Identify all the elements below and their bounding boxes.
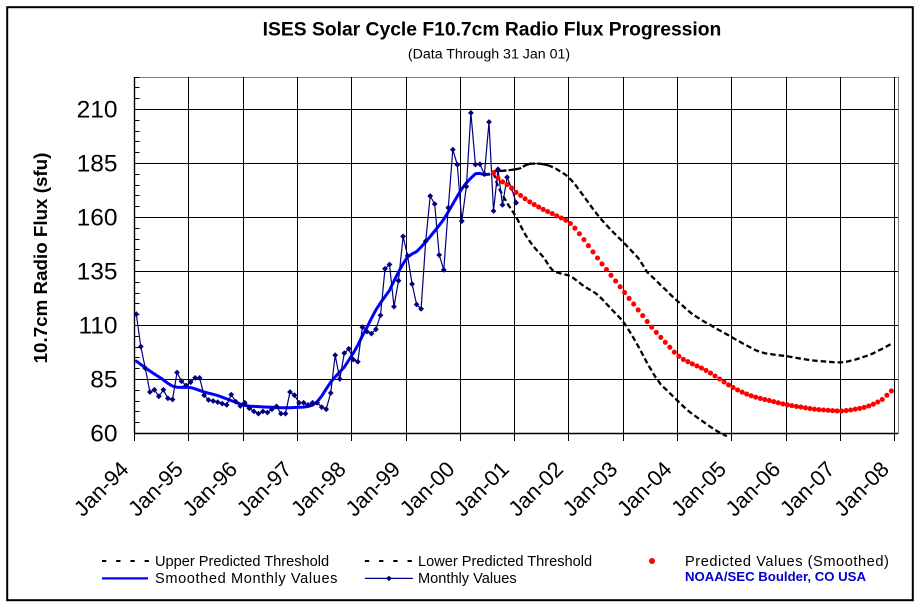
svg-text:Upper Predicted Threshold: Upper Predicted Threshold [155,554,329,570]
svg-text:210: 210 [77,97,118,124]
svg-text:135: 135 [77,259,118,286]
svg-text:ISES Solar Cycle F10.7cm Radio: ISES Solar Cycle F10.7cm Radio Flux Prog… [263,19,722,40]
svg-text:Monthly Values: Monthly Values [418,571,517,587]
svg-text:Smoothed Monthly Values: Smoothed Monthly Values [155,571,338,587]
svg-text:85: 85 [90,367,117,394]
svg-text:160: 160 [77,205,118,232]
svg-text:60: 60 [90,421,117,448]
svg-text:110: 110 [78,313,117,340]
svg-text:185: 185 [77,151,118,178]
svg-text:NOAA/SEC Boulder, CO USA: NOAA/SEC Boulder, CO USA [685,569,866,584]
svg-text:(Data Through 31 Jan 01): (Data Through 31 Jan 01) [408,47,570,63]
svg-text:10.7cm Radio Flux (sfu): 10.7cm Radio Flux (sfu) [30,153,51,364]
svg-text:Predicted Values (Smoothed): Predicted Values (Smoothed) [685,554,889,570]
svg-text:Lower Predicted Threshold: Lower Predicted Threshold [418,554,592,570]
